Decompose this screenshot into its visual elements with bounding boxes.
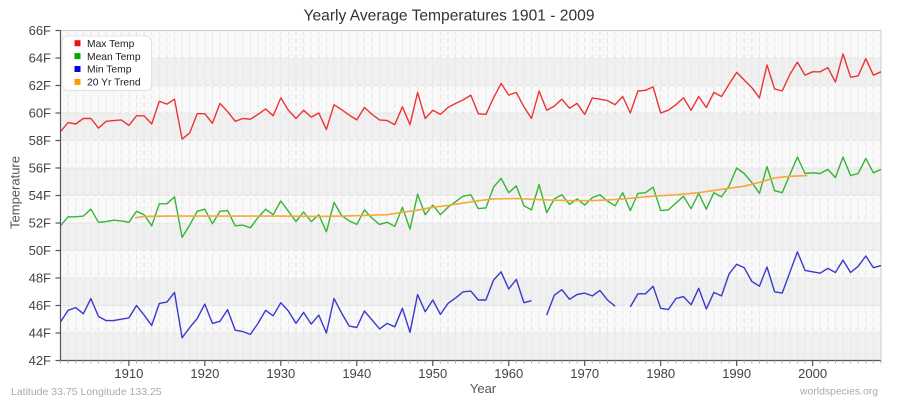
svg-text:1920: 1920 xyxy=(190,366,219,381)
svg-text:50F: 50F xyxy=(29,243,51,258)
svg-text:Mean Temp: Mean Temp xyxy=(87,52,141,63)
svg-text:48F: 48F xyxy=(29,271,51,286)
svg-text:42F: 42F xyxy=(29,353,51,368)
svg-text:1940: 1940 xyxy=(342,366,371,381)
svg-text:Latitude 33.75 Longitude 133.2: Latitude 33.75 Longitude 133.25 xyxy=(11,386,162,398)
svg-text:64F: 64F xyxy=(29,51,51,66)
svg-text:Max Temp: Max Temp xyxy=(87,39,135,50)
svg-text:2000: 2000 xyxy=(798,366,827,381)
svg-text:1990: 1990 xyxy=(722,366,751,381)
svg-text:1960: 1960 xyxy=(494,366,523,381)
svg-text:Year: Year xyxy=(470,381,497,396)
svg-text:52F: 52F xyxy=(29,216,51,231)
svg-text:60F: 60F xyxy=(29,106,51,121)
svg-text:44F: 44F xyxy=(29,326,51,341)
svg-text:Yearly Average Temperatures 19: Yearly Average Temperatures 1901 - 2009 xyxy=(304,8,595,25)
svg-text:56F: 56F xyxy=(29,161,51,176)
svg-text:Temperature: Temperature xyxy=(8,156,23,229)
svg-text:1950: 1950 xyxy=(418,366,447,381)
svg-text:58F: 58F xyxy=(29,133,51,148)
svg-text:1930: 1930 xyxy=(266,366,295,381)
svg-text:62F: 62F xyxy=(29,78,51,93)
svg-text:1980: 1980 xyxy=(646,366,675,381)
svg-text:54F: 54F xyxy=(29,188,51,203)
svg-text:46F: 46F xyxy=(29,298,51,313)
svg-text:worldspecies.org: worldspecies.org xyxy=(799,387,878,398)
svg-text:1910: 1910 xyxy=(114,366,143,381)
svg-text:1970: 1970 xyxy=(570,366,599,381)
svg-text:Min Temp: Min Temp xyxy=(87,65,132,76)
svg-text:20 Yr Trend: 20 Yr Trend xyxy=(87,78,141,89)
svg-text:66F: 66F xyxy=(29,23,51,38)
